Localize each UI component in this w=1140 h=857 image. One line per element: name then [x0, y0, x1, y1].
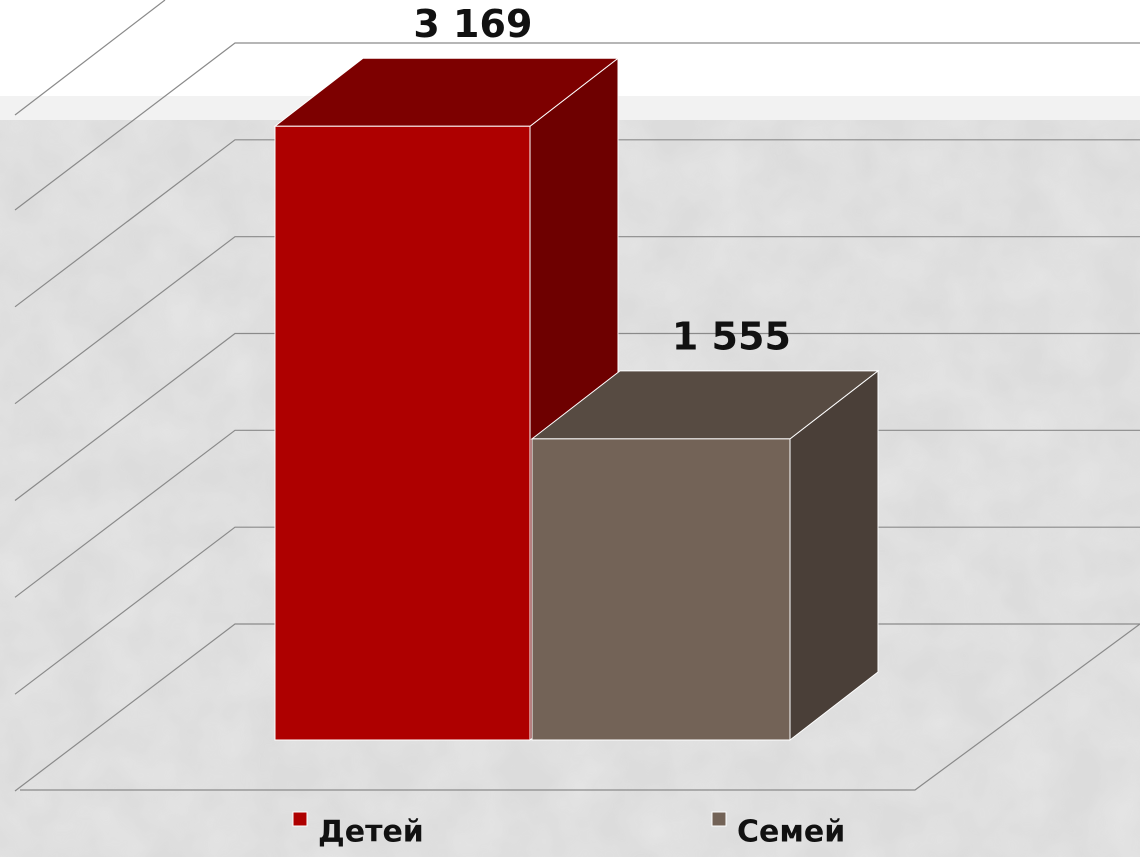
grid-line	[14, 139, 1140, 308]
wall-edge	[14, 0, 166, 116]
bar	[530, 369, 880, 742]
data-label: 3 169	[413, 2, 532, 46]
grid-line	[14, 42, 1140, 211]
data-label: 1 555	[672, 314, 791, 358]
legend-swatch	[711, 811, 727, 827]
legend-label: Семей	[737, 815, 845, 850]
bar	[273, 57, 620, 742]
bar-front	[531, 438, 791, 741]
bar-front	[274, 125, 531, 741]
grid-line	[14, 236, 1140, 405]
legend-label: Детей	[318, 815, 424, 850]
floor-edge	[20, 623, 1140, 791]
legend-swatch	[292, 811, 308, 827]
grid-line	[14, 332, 1140, 501]
